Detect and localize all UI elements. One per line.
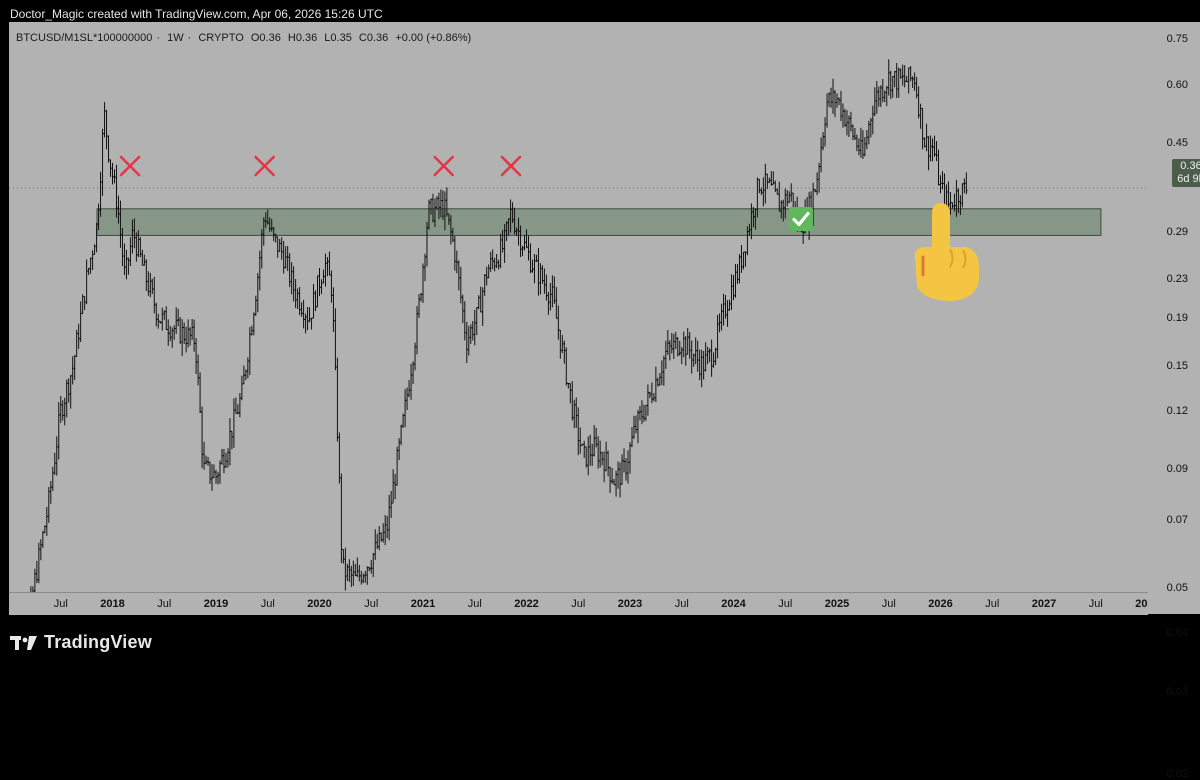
y-tick-label: 0.45 [1166,136,1188,149]
legend-change: +0.00 (+0.86%) [395,32,472,44]
footer-branding: TradingView [10,632,152,653]
y-axis[interactable]: 0.950.750.600.450.360.290.230.190.150.12… [1148,22,1200,780]
x-tick-label: 2022 [514,598,539,610]
y-tick-label: 0.03 [1166,685,1188,698]
y-tick-label: 0.05 [1166,582,1188,595]
y-tick-label: 0.23 [1166,272,1188,285]
bar-countdown: 6d 9h [1177,173,1200,185]
y-tick-label: 0.15 [1166,359,1188,372]
price-chart-svg [9,59,1148,592]
x-tick-label: Jul [260,598,275,610]
x-tick-label: Jul [985,598,1000,610]
y-tick-label: 0.12 [1166,404,1188,417]
x-tick-label: Jul [364,598,379,610]
x-tick-label: Jul [53,598,68,610]
legend-open: O0.36 [250,32,281,44]
x-axis[interactable]: Jul 2018 Jul 2019 Jul 2020 Jul 2021 Jul 2022 Jul 20… [9,592,1160,615]
legend-close: C0.36 [358,32,389,44]
x-tick-label: Jul [1088,598,1103,610]
x-tick-label: Jul [778,598,793,610]
x-tick-label: 2019 [203,598,229,610]
y-tick-label: 0.09 [1166,463,1188,476]
y-tick-label: 0.75 [1166,33,1188,46]
y-tick-label: 0.07 [1166,513,1188,526]
red-x-icon [254,155,275,177]
tradingview-logo-icon [10,635,37,650]
y-tick-label: 0.60 [1166,78,1188,91]
x-tick-label: Jul [467,598,482,610]
chart-credit: Doctor_Magic created with TradingView.co… [10,7,383,21]
chart-frame: BTCUSD/M1SL*100000000 · 1W · CRYPTO O0.36 … [9,22,1160,615]
pointing-hand-icon [914,203,979,301]
y-tick-label: 0.04 [1166,627,1188,640]
legend-low: L0.35 [324,32,352,44]
legend-interval: 1W [167,32,184,44]
x-tick-label: 2020 [307,598,332,610]
last-price-value: 0.36 [1180,160,1200,172]
symbol-legend: BTCUSD/M1SL*100000000 · 1W · CRYPTO O0.36 … [16,32,472,44]
red-x-icon [500,155,522,177]
y-tick-label: 0.02 [1166,767,1188,780]
legend-symbol: BTCUSD/M1SL*100000000 [16,32,153,44]
x-tick-label: Jul [881,598,896,610]
x-tick-label: 2025 [824,598,850,610]
x-tick-label: 2024 [721,598,746,610]
legend-exchange: CRYPTO [198,32,244,44]
legend-high: H0.36 [287,32,318,44]
plot-area[interactable]: BTCUSD/M1SL*100000000 · 1W · CRYPTO O0.36 … [9,22,1149,592]
x-tick-label: 2018 [100,598,125,610]
x-tick-label: Jul [157,598,172,610]
green-check-icon [788,207,813,231]
x-tick-label: Jul [674,598,689,610]
brand-name: TradingView [44,632,152,652]
last-price-tag: 0.36 6d 9h [1172,159,1200,187]
x-tick-label: 2027 [1031,598,1057,610]
x-tick-label: 2021 [410,598,436,610]
y-tick-label: 0.19 [1166,311,1188,324]
x-tick-label: Jul [571,598,586,610]
red-x-icon [433,155,455,177]
x-tick-label: 2026 [928,598,953,610]
y-tick-label: 0.29 [1166,225,1188,238]
red-x-icon [119,155,141,177]
x-tick-label: 2023 [617,598,643,610]
